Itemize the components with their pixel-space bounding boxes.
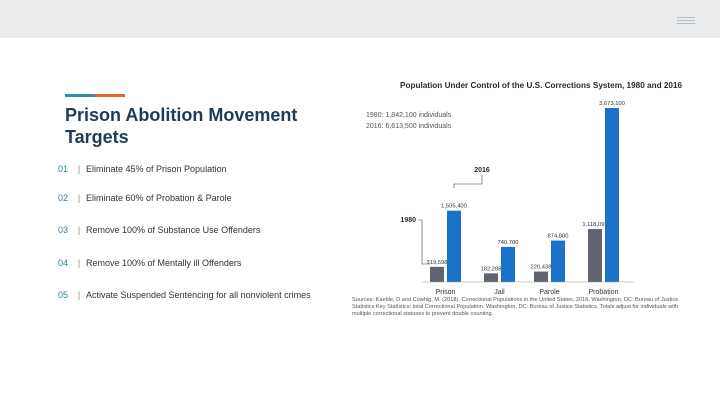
chart-source: Sources: Kaeble, D and Cowhig, M. (2018)… <box>352 297 679 317</box>
data-label-1980-parole: 220,438 <box>531 265 552 271</box>
list-item: 02 | Eliminate 60% of Probation & Parole <box>58 193 232 203</box>
category-label-jail: Jail <box>494 289 505 296</box>
page-title: Prison Abolition Movement Targets <box>65 105 298 147</box>
chart-summary-1980: 1980: 1,842,100 individuals <box>366 112 452 119</box>
top-bar <box>0 0 720 38</box>
bar-1980-jail <box>484 273 498 282</box>
bar-2016-probation <box>605 108 619 282</box>
item-text: Remove 100% of Substance Use Offenders <box>86 225 261 235</box>
list-item: 04 | Remove 100% of Mentally ill Offenders <box>58 258 242 268</box>
item-number: 02 <box>58 193 69 203</box>
list-item: 01 | Eliminate 45% of Prison Population <box>58 164 227 174</box>
data-label-1980-prison: 319,598 <box>427 260 448 266</box>
bar-1980-probation <box>588 229 602 282</box>
data-label-2016-probation: 3,673,100 <box>599 101 625 107</box>
list-item: 05 | Activate Suspended Sentencing for all… <box>58 290 311 300</box>
item-text: Activate Suspended Sentencing for all no… <box>86 290 311 300</box>
corrections-chart: Population Under Control of the U.S. Cor… <box>352 72 692 332</box>
series-label-1980: 1980 <box>400 217 416 224</box>
chart-svg: Population Under Control of the U.S. Cor… <box>352 81 683 317</box>
item-number: 05 <box>58 290 69 300</box>
item-number: 03 <box>58 225 69 235</box>
item-number: 01 <box>58 164 69 174</box>
series-label-2016: 2016 <box>474 167 490 174</box>
category-label-probation: Probation <box>589 289 619 296</box>
menu-icon[interactable] <box>677 17 695 24</box>
item-text: Eliminate 45% of Prison Population <box>86 164 227 174</box>
data-label-1980-probation: 1,118,097 <box>582 222 607 228</box>
data-label-2016-parole: 874,800 <box>548 234 569 240</box>
chart-bars: 319,598 1,505,400 Prison 182,288 740,700 Jail… <box>400 101 624 296</box>
bar-2016-parole <box>551 240 565 282</box>
list-item: 03 | Remove 100% of Substance Use Offender… <box>58 225 261 235</box>
item-number: 04 <box>58 258 69 268</box>
series-callout-2016 <box>453 175 483 188</box>
bar-1980-prison <box>430 266 444 282</box>
bar-2016-jail <box>501 246 515 282</box>
chart-title: Population Under Control of the U.S. Cor… <box>400 81 683 90</box>
data-label-1980-jail: 182,288 <box>481 266 502 272</box>
accent-orange <box>95 94 125 97</box>
chart-source-wrap: Sources: Kaeble, D and Cowhig, M. (2018)… <box>352 297 679 317</box>
accent-teal <box>65 94 95 97</box>
data-label-2016-prison: 1,505,400 <box>441 204 467 210</box>
series-callout-1980 <box>418 219 430 265</box>
category-label-prison: Prison <box>436 289 456 296</box>
item-text: Eliminate 60% of Probation & Parole <box>86 193 232 203</box>
chart-summary-2016: 2016: 6,613,500 individuals <box>366 123 452 130</box>
category-label-parole: Parole <box>539 289 559 296</box>
data-label-2016-jail: 740,700 <box>498 240 519 246</box>
bar-2016-prison <box>447 210 461 282</box>
item-text: Remove 100% of Mentally ill Offenders <box>86 258 242 268</box>
bar-1980-parole <box>534 271 548 282</box>
